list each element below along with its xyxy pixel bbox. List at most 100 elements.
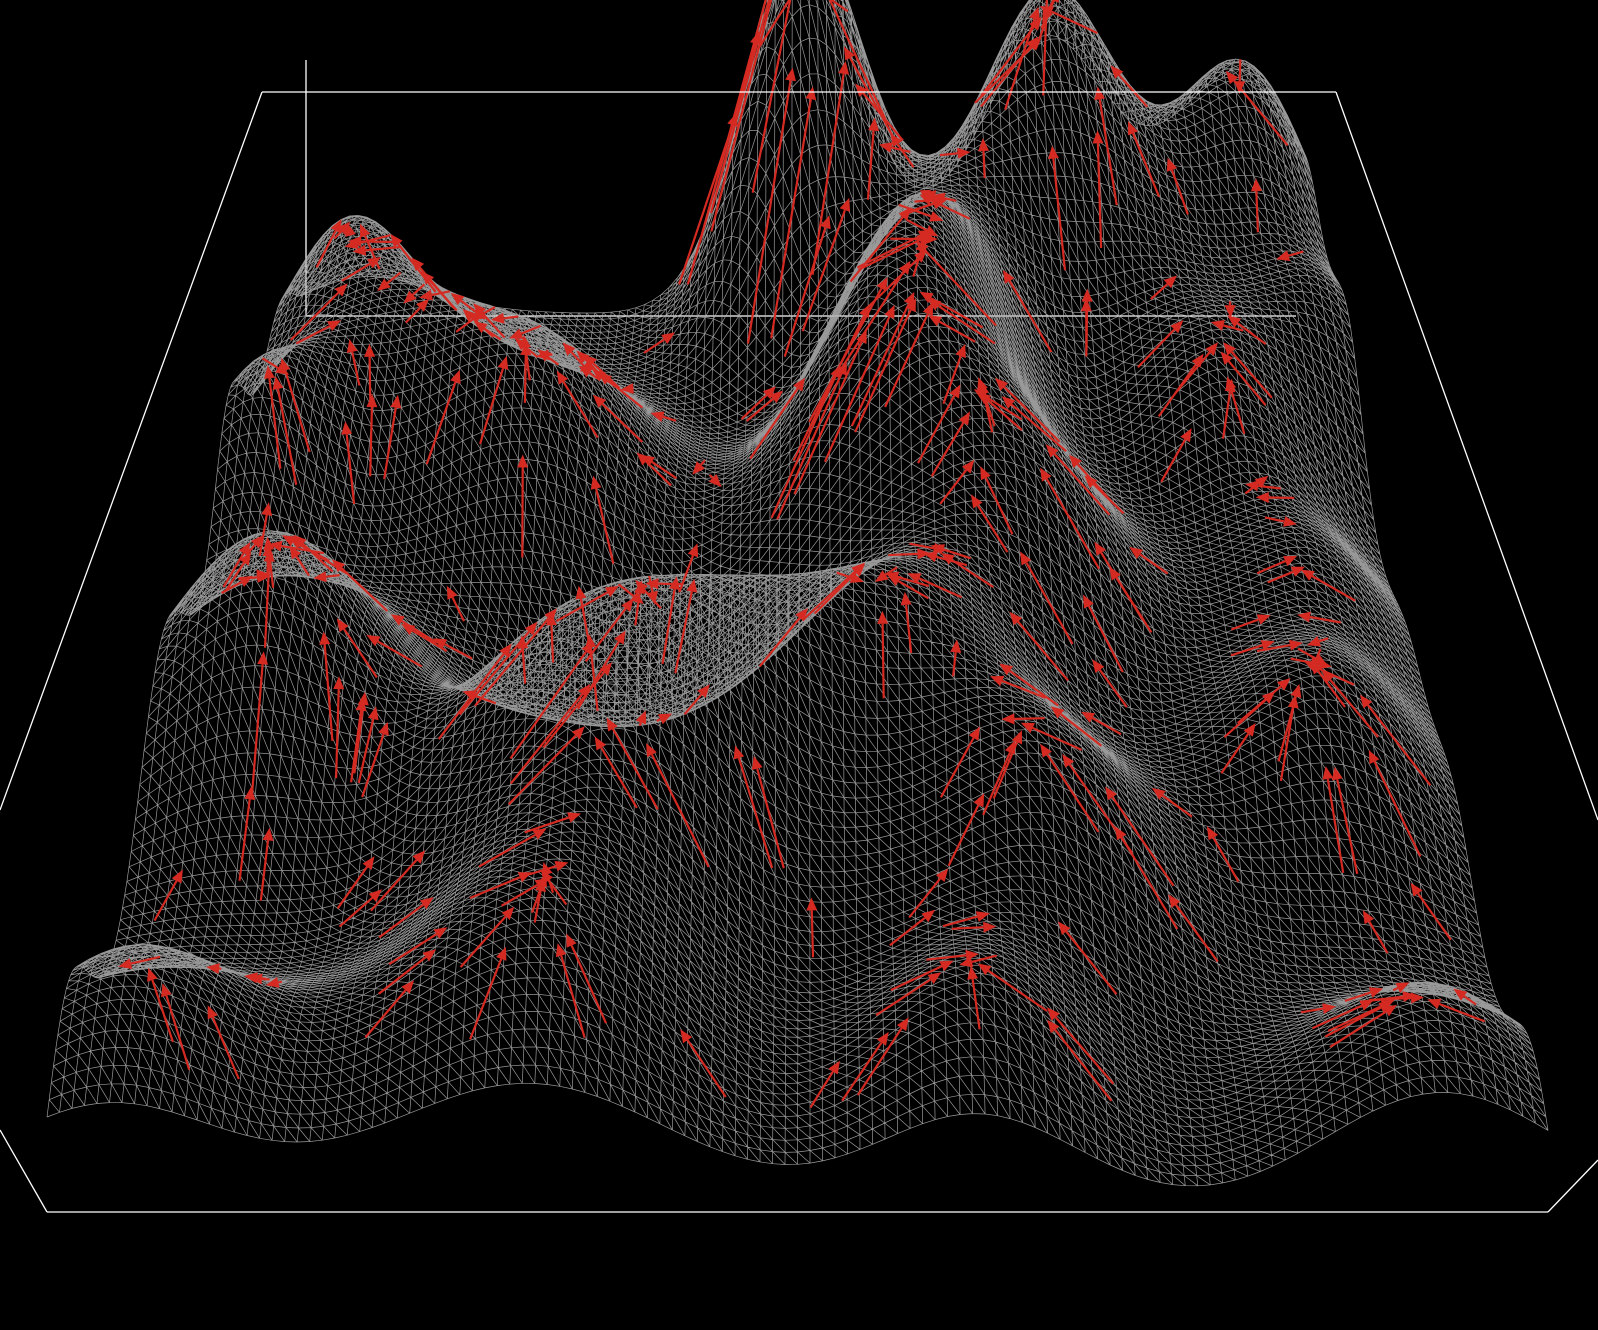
gradient-arrow-head bbox=[995, 377, 1009, 391]
gradient-arrow-head bbox=[1040, 743, 1052, 758]
gradient-arrow-head bbox=[955, 344, 966, 359]
gradient-arrow-head bbox=[491, 312, 505, 324]
gradient-arrow-head bbox=[268, 540, 283, 552]
gradient-arrow-shaft bbox=[364, 989, 407, 1039]
gradient-arrow-head bbox=[337, 221, 351, 235]
gradient-arrow-shaft bbox=[982, 150, 986, 179]
gradient-arrow-head bbox=[806, 897, 818, 911]
gradient-arrow-head bbox=[990, 675, 1005, 687]
gradient-arrow-head bbox=[1050, 706, 1065, 719]
gradient-arrow-head bbox=[793, 377, 805, 392]
gradient-arrows bbox=[118, 0, 1486, 1109]
gradient-arrow-head bbox=[838, 61, 850, 75]
gradient-arrow-head bbox=[900, 591, 912, 606]
gradient-arrow-shaft bbox=[881, 623, 885, 699]
gradient-arrow-head bbox=[1210, 320, 1225, 331]
gradient-arrow-head bbox=[898, 260, 911, 275]
gradient-arrow-head bbox=[851, 562, 865, 576]
gradient-arrow-shaft bbox=[938, 320, 976, 343]
gradient-arrow-shaft bbox=[745, 398, 774, 422]
gradient-arrow-head bbox=[585, 634, 597, 648]
gradient-arrow-shaft bbox=[1220, 733, 1250, 774]
gradient-arrow-shaft bbox=[683, 693, 703, 716]
gradient-arrow-head bbox=[1453, 988, 1468, 1001]
gradient-arrow-head bbox=[578, 365, 593, 378]
gradient-arrow-head bbox=[1254, 475, 1269, 489]
gradient-arrow-head bbox=[313, 571, 327, 583]
gradient-arrow-head bbox=[390, 233, 403, 248]
gradient-arrow-shaft bbox=[888, 552, 918, 557]
gradient-arrow-head bbox=[646, 743, 657, 758]
gradient-arrow-shaft bbox=[378, 956, 427, 995]
gradient-arrow-head bbox=[785, 67, 796, 82]
gradient-arrow-shaft bbox=[1051, 10, 1098, 34]
gradient-arrow-head bbox=[1283, 556, 1298, 567]
gradient-arrow-shaft bbox=[986, 399, 1023, 431]
gradient-arrow-shaft bbox=[1175, 904, 1219, 963]
gradient-arrow-shaft bbox=[369, 406, 373, 477]
gradient-arrow-head bbox=[929, 211, 944, 222]
gradient-arrow-head bbox=[332, 559, 346, 573]
gradient-arrow-head bbox=[366, 634, 381, 647]
gradient-arrow-head bbox=[362, 856, 375, 870]
gradient-arrow-head bbox=[1395, 982, 1410, 993]
gradient-arrow-shaft bbox=[939, 469, 968, 505]
gradient-arrow-shaft bbox=[793, 341, 863, 495]
gradient-arrow-head bbox=[171, 869, 183, 884]
gradient-arrow-shaft bbox=[520, 324, 542, 335]
gradient-arrow-shaft bbox=[521, 648, 527, 684]
gradient-arrow-shaft bbox=[533, 890, 542, 923]
gradient-arrow-shaft bbox=[560, 955, 586, 1039]
gradient-arrow-shaft bbox=[528, 865, 557, 876]
gradient-arrow-shaft bbox=[444, 643, 473, 660]
gradient-arrow-head bbox=[1092, 659, 1105, 673]
gradient-arrow-shaft bbox=[850, 303, 910, 427]
gradient-arrow-head bbox=[931, 544, 945, 555]
gradient-arrow-shaft bbox=[897, 580, 929, 600]
gradient-arrow-head bbox=[341, 421, 353, 435]
gradient-arrow-head bbox=[1005, 740, 1016, 755]
gradient-arrow-shaft bbox=[478, 833, 536, 868]
gradient-arrow-shaft bbox=[401, 620, 438, 644]
gradient-arrow-head bbox=[118, 958, 133, 969]
gradient-arrow-head bbox=[1040, 467, 1052, 482]
gradient-arrow-head bbox=[1300, 569, 1315, 581]
gradient-arrow-head bbox=[917, 548, 931, 560]
gradient-arrow-shaft bbox=[1327, 1004, 1384, 1032]
gradient-arrow-head bbox=[446, 585, 458, 600]
gradient-arrow-shaft bbox=[1439, 1002, 1486, 1023]
gradient-arrow-shaft bbox=[501, 884, 538, 907]
gradient-arrow-head bbox=[606, 717, 618, 732]
gradient-arrow-shaft bbox=[982, 393, 994, 433]
gradient-arrow-shaft bbox=[588, 372, 600, 381]
gradient-arrow-head bbox=[206, 963, 220, 974]
gradient-arrow-shaft bbox=[942, 915, 978, 928]
gradient-arrow-shaft bbox=[368, 356, 372, 407]
gradient-arrow-head bbox=[238, 542, 251, 556]
gradient-arrow-head bbox=[708, 474, 722, 488]
gradient-arrow-head bbox=[244, 786, 256, 800]
gradient-arrow-head bbox=[975, 911, 990, 922]
gradient-arrow-shaft bbox=[930, 422, 965, 477]
gradient-arrow-shaft bbox=[340, 567, 389, 612]
gradient-arrow-head bbox=[562, 342, 576, 356]
gradient-arrow-shaft bbox=[651, 754, 710, 868]
gradient-arrow-shaft bbox=[1311, 575, 1356, 602]
gradient-arrow-shaft bbox=[982, 751, 1012, 816]
gradient-arrow-shaft bbox=[601, 403, 643, 443]
gradient-arrow-shaft bbox=[1170, 169, 1189, 215]
gradient-arrow-head bbox=[272, 376, 284, 390]
gradient-arrow-head bbox=[1105, 786, 1117, 801]
gradient-arrow-shaft bbox=[211, 1016, 240, 1080]
gradient-arrow-shaft bbox=[295, 325, 331, 345]
gradient-arrow-head bbox=[1168, 894, 1181, 908]
gradient-arrow-shaft bbox=[889, 917, 926, 947]
gradient-arrow-shaft bbox=[643, 588, 662, 610]
gradient-arrow-shaft bbox=[984, 477, 1014, 535]
gradient-arrow-shaft bbox=[898, 203, 932, 218]
gradient-arrow-shaft bbox=[740, 394, 768, 420]
gradient-arrow-shaft bbox=[1329, 1010, 1387, 1049]
gradient-arrow-shaft bbox=[356, 234, 391, 245]
